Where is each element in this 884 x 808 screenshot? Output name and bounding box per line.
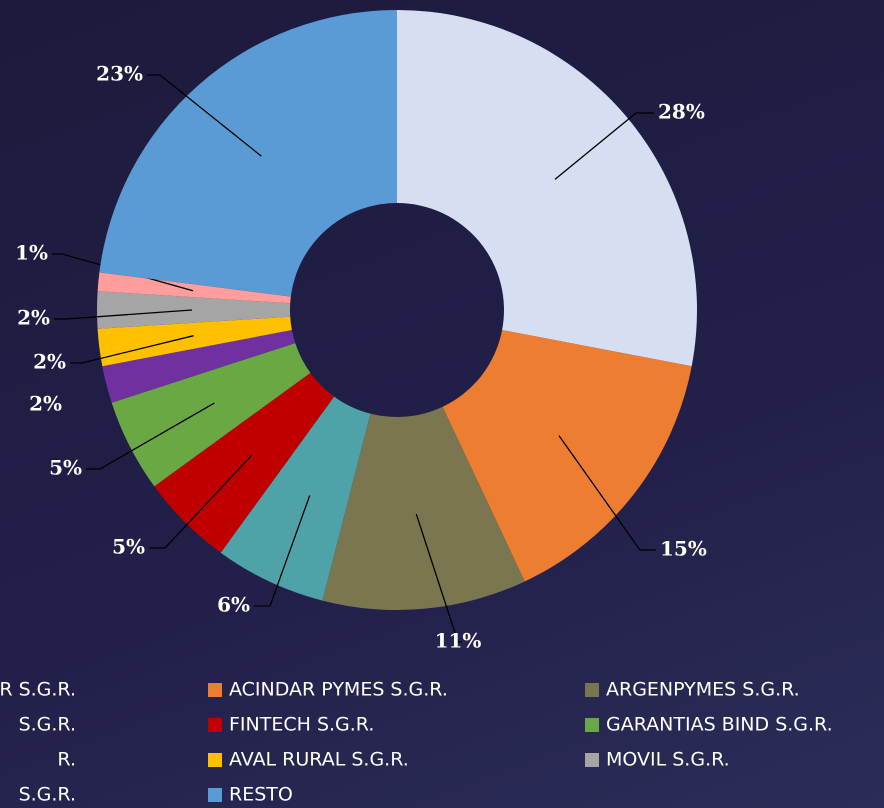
legend-label: S.G.R. bbox=[19, 714, 76, 736]
slice bbox=[220, 396, 371, 601]
slice bbox=[97, 272, 291, 304]
legend-swatch bbox=[208, 788, 222, 802]
slice bbox=[99, 10, 397, 297]
legend-swatch bbox=[585, 753, 599, 767]
data-label: 2% bbox=[29, 392, 62, 416]
data-label: 2% bbox=[33, 350, 66, 374]
legend-swatch bbox=[208, 683, 222, 697]
slice bbox=[442, 330, 692, 582]
data-label: 5% bbox=[49, 456, 82, 480]
slice bbox=[97, 316, 292, 367]
leader-line bbox=[86, 402, 215, 470]
data-label: 6% bbox=[217, 593, 250, 617]
legend-label: GARANTIAS BIND S.G.R. bbox=[606, 714, 833, 736]
legend-label: AVAL RURAL S.G.R. bbox=[229, 749, 409, 771]
data-label: 15% bbox=[660, 537, 707, 561]
leader-line bbox=[70, 335, 194, 364]
legend-label: ACINDAR PYMES S.G.R. bbox=[229, 679, 448, 701]
legend-label: RESTO bbox=[229, 784, 293, 806]
data-label: 5% bbox=[112, 535, 145, 559]
slice bbox=[322, 406, 525, 610]
legend-swatch bbox=[208, 753, 222, 767]
legend-label: R. bbox=[57, 749, 76, 771]
leader-line bbox=[149, 454, 253, 549]
legend-swatch bbox=[585, 718, 599, 732]
slice bbox=[111, 343, 311, 487]
legend-label: FINTECH S.G.R. bbox=[229, 714, 374, 736]
data-label: 11% bbox=[435, 629, 482, 653]
legend-swatch bbox=[208, 718, 222, 732]
leader-line bbox=[558, 435, 656, 551]
data-label: 23% bbox=[96, 62, 143, 86]
leader-line bbox=[147, 74, 262, 157]
leader-line bbox=[415, 513, 462, 643]
slice bbox=[97, 291, 291, 329]
leader-line bbox=[54, 309, 193, 320]
legend-label: MOVIL S.G.R. bbox=[606, 749, 730, 771]
data-label: 28% bbox=[658, 100, 705, 124]
legend-label: R S.G.R. bbox=[0, 679, 76, 701]
legend-label: S.G.R. bbox=[19, 784, 76, 806]
legend-label: ARGENPYMES S.G.R. bbox=[606, 679, 800, 701]
slice bbox=[102, 330, 296, 403]
leader-line bbox=[254, 495, 311, 607]
data-label: 2% bbox=[17, 306, 50, 330]
data-label: 1% bbox=[15, 241, 48, 265]
slice bbox=[397, 10, 697, 367]
leader-line bbox=[554, 112, 654, 180]
legend-swatch bbox=[585, 683, 599, 697]
